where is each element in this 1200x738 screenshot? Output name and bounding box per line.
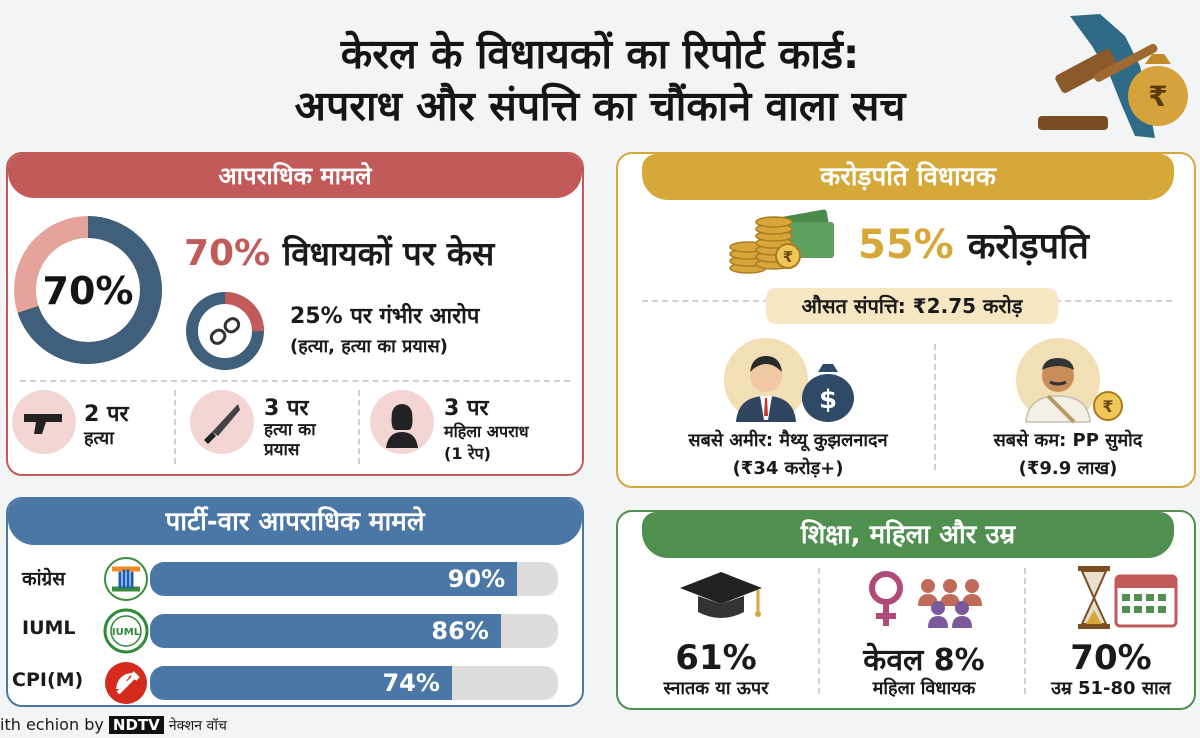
woman-icon [370, 390, 434, 454]
attempt-count: 3 पर [264, 396, 309, 421]
age-pct: 70% [1070, 638, 1152, 678]
criminal-cases-panel: आपराधिक मामले 70% 70% विधायकों पर केस 25… [6, 152, 584, 476]
svg-text:IUML: IUML [112, 627, 141, 638]
murder-label: हत्या [84, 428, 114, 449]
svg-text:₹: ₹ [1102, 397, 1113, 416]
education-panel: शिक्षा, महिला और उम्र 61% स्नातक या ऊपर … [616, 510, 1196, 710]
bar-cpim: 74% [150, 666, 452, 700]
richest-mla-illustration: $ [724, 338, 854, 422]
crime-headline-text: विधायकों पर केस [282, 234, 495, 273]
criminal-cases-header: आपराधिक मामले [8, 154, 582, 198]
graduate-label: स्नातक या ऊपर [663, 678, 769, 699]
crime-headline-pct: 70% [184, 233, 271, 274]
party-name-cpim: CPI(M) [12, 669, 84, 691]
bar-track-iuml: 86% [150, 614, 558, 648]
broken-chain-icon [209, 317, 241, 345]
knife-icon [190, 390, 254, 454]
bar-iuml: 86% [150, 614, 501, 648]
party-wise-panel: पार्टी-वार आपराधिक मामले कांग्रेस 90% IU… [6, 497, 584, 707]
footer-source: नेक्शन वॉच [168, 718, 227, 734]
poorest-value: (₹9.9 लाख) [1018, 458, 1118, 479]
svg-text:₹: ₹ [1148, 80, 1167, 113]
murder-count: 2 पर [84, 402, 129, 427]
ndtv-logo: NDTV [108, 716, 164, 734]
donut-arc [14, 216, 162, 364]
poorest-mla-illustration: ₹ [1016, 338, 1123, 424]
criminal-cases-donut: 70% [14, 216, 162, 364]
congress-hand-logo [104, 557, 148, 601]
bar-track-cpim: 74% [150, 666, 558, 700]
donut-value: 70% [43, 269, 134, 313]
women-crime-label: महिला अपराध [444, 422, 529, 441]
title-line-1: केरल के विधायकों का रिपोर्ट कार्ड: [340, 30, 860, 78]
women-mla-pct: केवल 8% [863, 643, 985, 678]
graduation-cap-icon [680, 572, 762, 618]
serious-charges-ring [186, 292, 264, 370]
crorepati-text: करोड़पति [967, 226, 1089, 267]
attempt-label: हत्या का प्रयास [264, 420, 316, 460]
poorest-label: सबसे कम: PP सुमोद [993, 430, 1143, 451]
women-group-icon [869, 571, 982, 628]
crorepati-pct: 55% [858, 222, 954, 268]
education-header: शिक्षा, महिला और उम्र [642, 512, 1174, 558]
crime-headline: 70% विधायकों पर केस [184, 230, 494, 275]
richest-label: सबसे अमीर: मैथ्यू कुझलनादन [688, 430, 888, 451]
dollar-bag-icon: $ [802, 364, 854, 422]
crorepati-header: करोड़पति विधायक [642, 154, 1174, 200]
age-label: उम्र 51-80 साल [1051, 678, 1171, 699]
crorepati-headline: 55% करोड़पति [858, 220, 1089, 269]
bar-track-congress: 90% [150, 562, 558, 596]
svg-text:$: $ [819, 385, 837, 415]
gavel-icon [1038, 43, 1158, 130]
page-title: केरल के विधायकों का रिपोर्ट कार्ड: अपराध… [0, 28, 1200, 132]
average-assets: औसत संपत्ति: ₹2.75 करोड़ [766, 288, 1058, 324]
party-wise-header: पार्टी-वार आपराधिक मामले [8, 499, 582, 545]
hourglass-calendar-icon [1078, 566, 1178, 629]
gavel-moneybag-illustration: ₹ [1038, 14, 1188, 138]
women-crime-note: (1 रेप) [444, 444, 491, 463]
svg-text:₹: ₹ [783, 248, 793, 266]
party-name-congress: कांग्रेस [22, 568, 66, 590]
serious-charges-pct: 25% पर गंभीर आरोप [290, 304, 480, 329]
footer-credit-text: ith echion by [0, 715, 104, 734]
bar-congress: 90% [150, 562, 518, 596]
title-line-2: अपराध और संपत्ति का चौंकाने वाला सच [294, 82, 906, 130]
richest-value: (₹34 करोड़+) [732, 458, 844, 479]
party-name-iuml: IUML [22, 617, 76, 639]
crorepati-panel: करोड़पति विधायक ₹ 55% करोड़पति औसत संपत्… [616, 152, 1196, 488]
footer-credit: ith echion by NDTV नेक्शन वॉच [0, 714, 227, 736]
women-mla-label: महिला विधायक [872, 678, 976, 699]
women-crime-count: 3 पर [444, 396, 489, 421]
coins-cash-icon: ₹ [729, 209, 834, 274]
rupee-coin-icon: ₹ [1093, 391, 1123, 421]
cpim-hammer-sickle-logo [105, 662, 147, 704]
money-bag-icon: ₹ [1128, 54, 1188, 126]
iuml-logo: IUML [103, 608, 149, 654]
gun-icon [12, 390, 76, 454]
serious-charges-note: (हत्या, हत्या का प्रयास) [290, 336, 448, 357]
graduate-pct: 61% [675, 638, 757, 678]
